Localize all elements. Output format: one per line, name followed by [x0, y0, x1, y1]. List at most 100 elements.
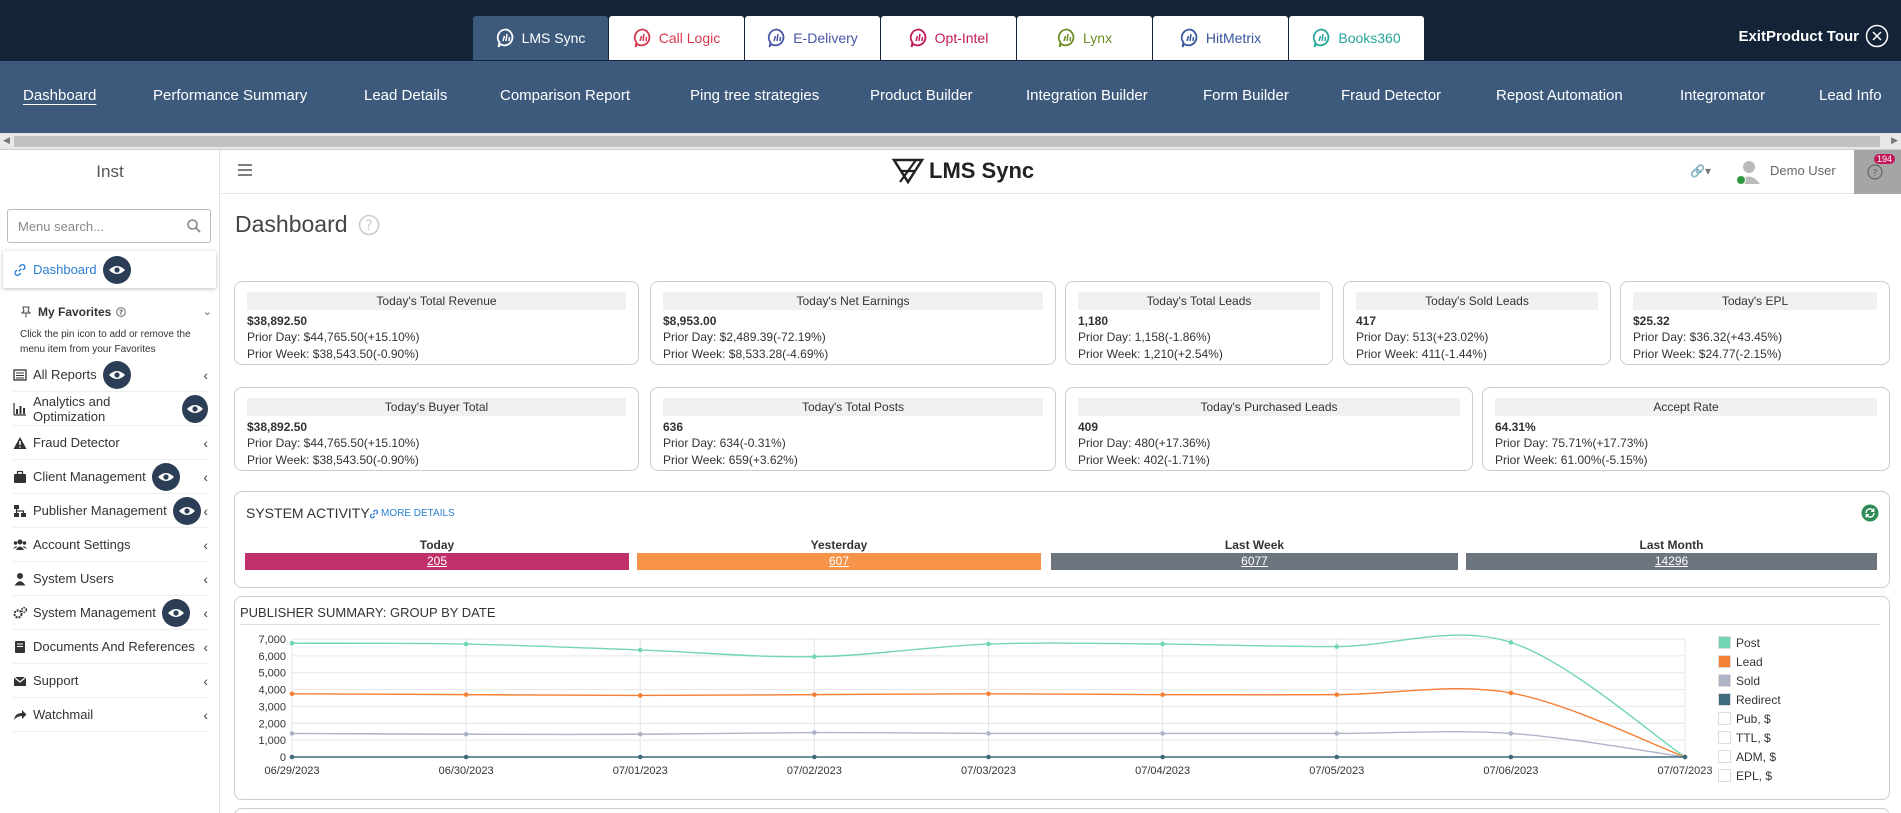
chevron-left-icon: ‹: [203, 604, 208, 621]
card-prior-week: Prior Week: 411(-1.44%): [1356, 347, 1487, 361]
avatar[interactable]: [1735, 157, 1763, 185]
product-tab-hitmetrix[interactable]: HitMetrix: [1153, 16, 1288, 60]
nav-lead-info[interactable]: Lead Info: [1819, 87, 1882, 104]
help-icon[interactable]: ?: [358, 214, 380, 236]
activity-last-week: Last Week 6077: [1051, 538, 1458, 570]
system-activity-panel: SYSTEM ACTIVITY MORE DETAILS Today 205 Yes…: [234, 491, 1890, 588]
favorites-title[interactable]: My Favorites ?: [20, 305, 210, 319]
sidebar-item-support[interactable]: Support ‹: [13, 664, 208, 698]
legend-item-epl-[interactable]: EPL, $: [1718, 766, 1781, 785]
nav-performance-summary[interactable]: Performance Summary: [153, 87, 308, 104]
card-prior-day: Prior Day: 634(-0.31%): [663, 436, 786, 450]
activity-value-link[interactable]: 14296: [1466, 553, 1877, 570]
card-prior-week: Prior Week: 61.00%(-5.15%): [1495, 453, 1648, 467]
activity-value-link[interactable]: 607: [637, 553, 1041, 570]
horizontal-scrollbar[interactable]: ◀ ▶: [0, 133, 1901, 150]
card-prior-day: Prior Day: 513(+23.02%): [1356, 330, 1489, 344]
legend-item-pub-[interactable]: Pub, $: [1718, 709, 1781, 728]
legend-item-adm-[interactable]: ADM, $: [1718, 747, 1781, 766]
x-tick-label: 06/30/2023: [439, 765, 494, 777]
activity-value-link[interactable]: 6077: [1051, 553, 1458, 570]
nav-form-builder[interactable]: Form Builder: [1203, 87, 1289, 104]
legend-item-lead[interactable]: Lead: [1718, 652, 1781, 671]
x-tick-label: 07/04/2023: [1135, 765, 1190, 777]
nav-fraud-detector[interactable]: Fraud Detector: [1341, 87, 1442, 104]
sidebar-item-label: Fraud Detector: [33, 435, 120, 450]
sidebar-item-label: All Reports: [33, 367, 97, 382]
data-point-lead: [1160, 692, 1165, 697]
sidebar-item-watchmail[interactable]: Watchmail ‹: [13, 698, 208, 732]
sidebar-item-label: Account Settings: [33, 537, 131, 552]
nav-integromator[interactable]: Integromator: [1680, 87, 1766, 104]
sidebar-item-documents-and-references[interactable]: Documents And References ‹: [13, 630, 208, 664]
menu-search-input[interactable]: [7, 209, 211, 243]
activity-label: Today: [419, 538, 455, 552]
legend-item-ttl-[interactable]: TTL, $: [1718, 728, 1781, 747]
chevron-left-icon: ‹: [203, 638, 208, 655]
x-tick-label: 07/03/2023: [961, 765, 1016, 777]
legend-item-sold[interactable]: Sold: [1718, 671, 1781, 690]
next-panel: [234, 808, 1890, 813]
sidebar-item-dashboard[interactable]: Dashboard: [3, 251, 216, 288]
sidebar-item-label: Support: [33, 673, 79, 688]
y-tick-label: 5,000: [258, 668, 286, 680]
stat-card-today-s-total-posts: Today's Total Posts 636 Prior Day: 634(-0.…: [650, 387, 1056, 471]
link-dropdown-icon[interactable]: 🔗▾: [1690, 164, 1711, 178]
nav-dashboard[interactable]: Dashboard: [23, 87, 97, 104]
legend-item-post[interactable]: Post: [1718, 633, 1781, 652]
hamburger-menu-icon[interactable]: [237, 163, 253, 177]
product-tab-lynx[interactable]: Lynx: [1017, 16, 1152, 60]
sidebar-item-system-management[interactable]: System Management ‹: [13, 596, 208, 630]
nav-lead-details[interactable]: Lead Details: [364, 87, 448, 104]
sidebar-item-publisher-management[interactable]: Publisher Management ‹: [13, 494, 208, 528]
user-name[interactable]: Demo User: [1770, 163, 1836, 178]
nav-repost-automation[interactable]: Repost Automation: [1496, 87, 1623, 104]
sidebar-item-fraud-detector[interactable]: Fraud Detector ‹: [13, 426, 208, 460]
sidebar-item-analytics-and-optimization[interactable]: Analytics and Optimization ‹: [13, 392, 208, 426]
data-point-redirect: [1160, 754, 1165, 760]
eye-icon[interactable]: [161, 598, 190, 627]
help-icon[interactable]: ?: [116, 307, 127, 317]
sidebar-inst-label: Inst: [96, 162, 124, 181]
sidebar-item-system-users[interactable]: System Users ‹: [13, 562, 208, 596]
more-details-link[interactable]: MORE DETAILS: [369, 508, 455, 519]
chevron-down-icon[interactable]: ⌄: [202, 306, 212, 318]
scroll-left-arrow-icon[interactable]: ◀: [3, 135, 10, 145]
scrollbar-thumb[interactable]: [14, 136, 1880, 147]
activity-label: Last Month: [1639, 538, 1704, 552]
card-title: Today's Buyer Total: [247, 398, 626, 416]
nav-ping-tree-strategies[interactable]: Ping tree strategies: [690, 87, 820, 104]
eye-icon[interactable]: [151, 462, 180, 491]
nav-integration-builder[interactable]: Integration Builder: [1026, 87, 1148, 104]
data-point-post: [1334, 644, 1340, 649]
favorites-section: My Favorites ? ⌄ Click the pin icon to a…: [20, 305, 212, 357]
product-tab-call-logic[interactable]: Call Logic: [609, 16, 744, 60]
legend-swatch: [1718, 769, 1731, 782]
sidebar-item-client-management[interactable]: Client Management ‹: [13, 460, 208, 494]
data-point-redirect: [986, 754, 991, 760]
nav-comparison-report[interactable]: Comparison Report: [500, 87, 631, 104]
eye-icon[interactable]: [102, 360, 131, 389]
legend-item-redirect[interactable]: Redirect: [1718, 690, 1781, 709]
card-value: $8,953.00: [663, 314, 717, 328]
product-tab-opt-intel[interactable]: Opt-Intel: [881, 16, 1016, 60]
search-icon[interactable]: [186, 218, 202, 234]
stat-card-today-s-total-leads: Today's Total Leads 1,180 Prior Day: 1,158…: [1065, 281, 1333, 365]
exit-product-tour-button[interactable]: ExitProduct Tour: [1738, 24, 1889, 48]
product-tab-e-delivery[interactable]: E-Delivery: [745, 16, 880, 60]
pin-icon: [20, 306, 32, 318]
stat-card-today-s-total-revenue: Today's Total Revenue $38,892.50 Prior Day…: [234, 281, 639, 365]
product-tab-lms-sync[interactable]: LMS Sync: [473, 16, 608, 60]
nav-product-builder[interactable]: Product Builder: [870, 87, 973, 104]
product-tab-books360[interactable]: Books360: [1289, 16, 1424, 60]
eye-icon[interactable]: [172, 496, 201, 525]
sidebar-item-all-reports[interactable]: All Reports ‹: [13, 358, 208, 392]
eye-icon[interactable]: [102, 255, 131, 284]
sidebar-item-account-settings[interactable]: Account Settings ‹: [13, 528, 208, 562]
eye-icon[interactable]: [181, 394, 208, 423]
card-value: 409: [1078, 420, 1099, 434]
scroll-right-arrow-icon[interactable]: ▶: [1891, 135, 1898, 145]
card-value: $25.32: [1633, 314, 1670, 328]
activity-value-link[interactable]: 205: [245, 553, 629, 570]
refresh-icon[interactable]: [1861, 504, 1879, 522]
